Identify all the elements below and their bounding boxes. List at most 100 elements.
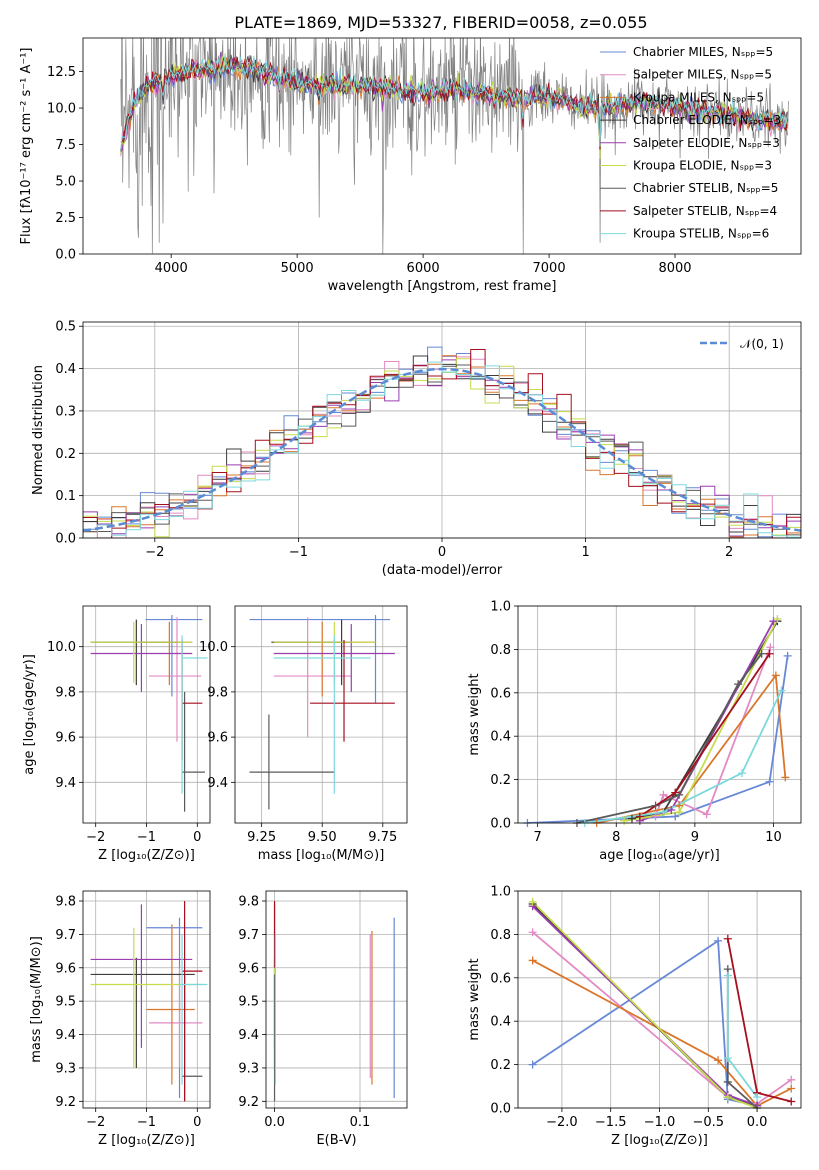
age_vs_mass-xtick-label-2: 9.75: [368, 830, 397, 845]
massweight_vs_Z-xtick-label-2: −1.0: [644, 1115, 676, 1130]
massweight_vs_age-plot: 7 8 9 10 0.0 0.2 0.4 0.6 0.8 1.0 age [log₁₀(age/yr…: [467, 600, 802, 863]
massweight_vs_age-series-8-point-3: [777, 686, 786, 695]
massweight_vs_age-ytick-label-0: 0.0: [490, 817, 511, 832]
mass_vs_Z-xtick-label-2: 0: [193, 1115, 201, 1130]
massweight_vs_Z-series-2-point-3: [787, 1084, 796, 1093]
massweight_vs_Z-xtick-label-4: 0.0: [747, 1115, 768, 1130]
massweight_vs_Z-ytick-label-5: 1.0: [490, 885, 511, 900]
age_vs_Z-ytick-label-2: 9.8: [55, 685, 76, 700]
massweight_vs_Z-series-2-point-0: [528, 956, 537, 965]
massweight_vs_age-series-2: [596, 672, 787, 823]
massweight_vs_Z-marks: [531, 901, 792, 1108]
residuals-normal-curve: [83, 367, 801, 532]
massweight_vs_Z-series-7: [726, 938, 792, 1103]
spectrum-legend-label-7: Salpeter STELIB, Nₛₚₚ=4: [633, 204, 777, 218]
massweight_vs_age-xtick-label-2: 9: [691, 830, 699, 845]
age_vs_mass-ytick-label-3: 10.0: [199, 640, 228, 655]
massweight_vs_Z-ytick-label-2: 0.4: [490, 1015, 511, 1030]
spectrum-legend-label-5: Kroupa ELODIE, Nₛₚₚ=3: [633, 159, 772, 173]
mass_vs_Z-ylabel: mass [log₁₀(M/M⊙)]: [29, 936, 44, 1063]
mass_vs_Z-ytick-label-6: 9.8: [55, 895, 76, 910]
age_vs_mass-xtick-label-0: 9.25: [247, 830, 276, 845]
massweight_vs_age-ylabel: mass weight: [467, 673, 482, 755]
residuals-xlabel: (data-model)/error: [382, 563, 503, 578]
spectrum-xlabel: wavelength [Angstrom, rest frame]: [328, 279, 557, 294]
massweight_vs_Z-xlabel: Z [log₁₀(Z/Z⊙)]: [611, 1133, 708, 1148]
mass_vs_Z-marks: [90, 901, 208, 1102]
residuals-xtick-label-3: 1: [581, 545, 589, 560]
spectrum-ytick-label-0: 0.0: [55, 248, 76, 263]
massweight_vs_age-series-6-point-3: [734, 680, 743, 689]
massweight_vs_age-xlabel: age [log₁₀(age/yr)]: [599, 848, 720, 863]
spectrum-ytick-label-2: 5.0: [55, 175, 76, 190]
massweight_vs_Z-series-6: [726, 969, 758, 1108]
massweight_vs_Z-series-5-point-0: [528, 897, 537, 906]
mass_vs_Z-ytick-label-1: 9.3: [55, 1061, 76, 1076]
mass_vs_ebv-ytick-label-1: 9.3: [238, 1061, 259, 1076]
spectrum-xtick-label-4: 8000: [658, 261, 691, 276]
residuals-ytick-label-0: 0.0: [55, 532, 76, 547]
age_vs_Z-xtick-label-2: 0: [193, 830, 201, 845]
age_vs_Z-frame: [82, 605, 211, 824]
residuals-ylabel: Normed distribution: [31, 365, 46, 495]
mass_vs_Z-xtick-label-0: −2: [86, 1115, 105, 1130]
massweight_vs_age-series-7-point-2: [765, 649, 774, 658]
massweight_vs_Z-ytick-label-3: 0.6: [490, 971, 511, 986]
massweight_vs_age-frame: [517, 605, 802, 824]
massweight_vs_Z-plot: −2.0 −1.5 −1.0 −0.5 0.0 0.0 0.2 0.4 0.6 0.8 1.0 Z […: [467, 885, 802, 1148]
residuals-plot: −2 −1 0 1 2 0.0 0.1 0.2 0.3 0.4 0.5 (data-model)/er…: [31, 320, 802, 578]
residuals-frame: [82, 321, 802, 539]
mass_vs_ebv-frame: [265, 890, 408, 1109]
mass_vs_ebv-ytick-label-3: 9.5: [238, 995, 259, 1010]
massweight_vs_age-ytick-label-1: 0.2: [490, 773, 511, 788]
residuals-ytick-label-5: 0.5: [55, 320, 76, 335]
mass_vs_ebv-marks: [273, 901, 395, 1102]
age_vs_mass-xtick-label-1: 9.50: [308, 830, 337, 845]
massweight_vs_age-xtick-label-0: 7: [534, 830, 542, 845]
massweight_vs_Z-ytick-label-4: 0.8: [490, 928, 511, 943]
mass_vs_ebv-xtick-label-0: 0.0: [264, 1115, 285, 1130]
massweight_vs_Z-series-2-point-1: [714, 1056, 723, 1065]
massweight_vs_age-series-7-point-0: [635, 812, 644, 821]
massweight_vs_age-series-5-point-0: [620, 816, 629, 825]
massweight_vs_age-series-7-point-1: [671, 788, 680, 797]
massweight_vs_Z-ytick-label-1: 0.2: [490, 1058, 511, 1073]
massweight_vs_age-ytick-label-4: 0.8: [490, 643, 511, 658]
massweight_vs_Z-series-8-point-2: [753, 1093, 762, 1102]
spectrum-xtick-label-1: 5000: [281, 261, 314, 276]
age_vs_Z-marks: [90, 615, 208, 812]
mass_vs_Z-plot: −2 −1 0 9.2 9.3 9.4 9.5 9.6 9.7 9.8 Z [log₁₀(Z/Z⊙)…: [29, 890, 211, 1148]
massweight_vs_age-series-0-point-1: [671, 812, 680, 821]
massweight_vs_Z-xtick-label-1: −1.5: [595, 1115, 627, 1130]
age_vs_mass-frame: [234, 605, 408, 824]
massweight_vs_Z-ytick-label-0: 0.0: [490, 1102, 511, 1117]
residuals-xtick-label-2: 0: [438, 545, 446, 560]
spectrum-xtick-label-3: 7000: [533, 261, 566, 276]
massweight_vs_Z-series-8-point-1: [723, 1054, 732, 1063]
massweight_vs_Z-series-1-point-3: [787, 1075, 796, 1084]
mass_vs_ebv-ytick-label-2: 9.4: [238, 1028, 259, 1043]
mass_vs_ebv-ytick-label-4: 9.6: [238, 961, 259, 976]
mass_vs_Z-xtick-label-1: −1: [137, 1115, 156, 1130]
massweight_vs_age-series-0-point-3: [783, 651, 792, 660]
massweight_vs_age-ytick-label-3: 0.6: [490, 686, 511, 701]
massweight_vs_age-series-1-point-2: [702, 810, 711, 819]
spectrum-legend-label-8: Kroupa STELIB, Nₛₚₚ=6: [633, 227, 769, 241]
massweight_vs_age-series-1-point-1: [659, 790, 668, 799]
mass_vs_ebv-xlabel: E(B-V): [316, 1133, 356, 1148]
spectrum-ytick-label-3: 7.5: [55, 138, 76, 153]
mass_vs_Z-ytick-label-2: 9.4: [55, 1028, 76, 1043]
spectrum-legend-label-6: Chabrier STELIB, Nₛₚₚ=5: [633, 181, 778, 195]
massweight_vs_age-series-5-point-2: [773, 615, 782, 624]
mass_vs_ebv-ytick-label-6: 9.8: [238, 895, 259, 910]
residuals-xtick-label-1: −1: [289, 545, 308, 560]
massweight_vs_age-series-8-point-1: [659, 808, 668, 817]
mass_vs_Z-xlabel: Z [log₁₀(Z/Z⊙)]: [98, 1133, 195, 1148]
spectrum-frame: [82, 37, 802, 255]
massweight_vs_Z-series-5: [531, 901, 758, 1108]
age_vs_mass-xlabel: mass [log₁₀(M/M⊙)]: [258, 848, 385, 863]
spectrum-legend-label-1: Salpeter MILES, Nₛₚₚ=5: [633, 68, 772, 82]
spectrum-legend-label-4: Salpeter ELODIE, Nₛₚₚ=3: [633, 136, 780, 150]
residuals-ytick-label-1: 0.1: [55, 489, 76, 504]
